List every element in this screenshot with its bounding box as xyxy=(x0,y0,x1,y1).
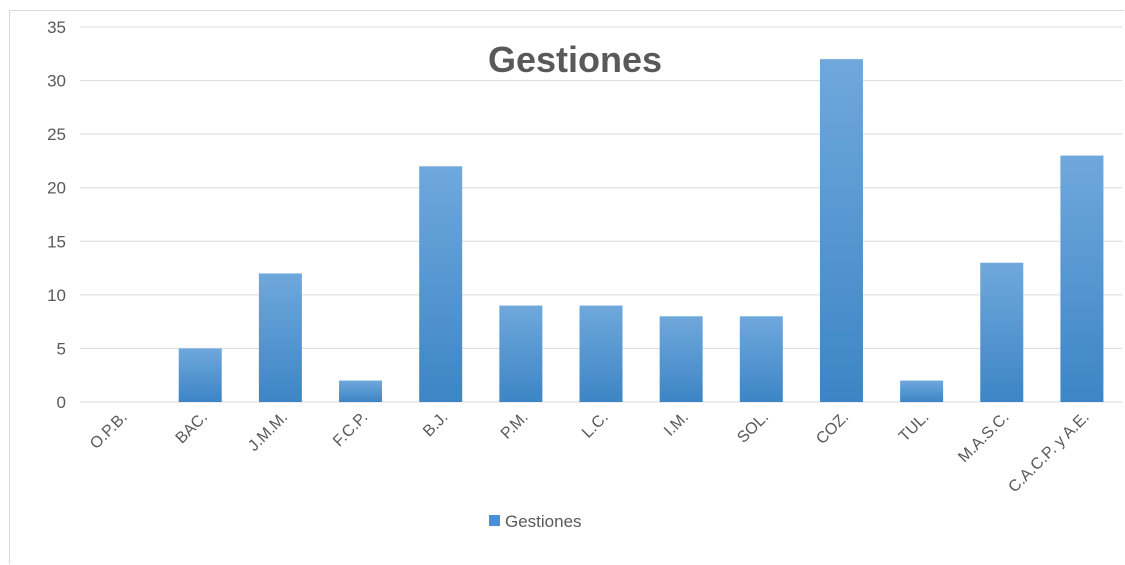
bar xyxy=(819,59,863,403)
y-tick-label: 0 xyxy=(57,393,66,412)
y-tick-label: 15 xyxy=(47,232,66,251)
bar xyxy=(258,273,302,402)
x-tick-label: O.P.B. xyxy=(87,409,131,453)
y-tick-label: 30 xyxy=(47,72,66,91)
x-tick-label: L.C. xyxy=(579,409,612,442)
x-tick-label: C.A.C.P. y A.E. xyxy=(1005,409,1092,496)
bar xyxy=(499,305,543,402)
y-tick-label: 20 xyxy=(47,179,66,198)
x-tick-label: SOL. xyxy=(734,409,772,447)
bar xyxy=(178,348,222,402)
x-tick-label: I.M. xyxy=(661,409,692,440)
chart-title: Gestiones xyxy=(488,39,662,80)
x-tick-label: BAC. xyxy=(173,409,211,447)
bar xyxy=(419,166,463,402)
x-tick-label: COZ. xyxy=(813,409,852,448)
bar xyxy=(659,316,703,402)
chart-frame xyxy=(9,10,1124,564)
legend: Gestiones xyxy=(489,512,582,531)
x-tick-label: M.A.S.C. xyxy=(955,409,1012,466)
bar xyxy=(900,380,944,402)
bar xyxy=(739,316,783,402)
y-tick-label: 35 xyxy=(47,18,66,37)
y-tick-label: 25 xyxy=(47,125,66,144)
bars xyxy=(178,59,1104,403)
legend-swatch xyxy=(489,515,500,526)
x-tick-label: B.J. xyxy=(420,409,452,441)
y-tick-label: 5 xyxy=(57,339,66,358)
x-axis-ticks: O.P.B. BAC. J.M.M. F.C.P. B.J. P.M. L.C. I.M. SO… xyxy=(87,409,1093,496)
y-tick-label: 10 xyxy=(47,286,66,305)
x-tick-label: P.M. xyxy=(498,409,532,443)
bar xyxy=(579,305,623,402)
x-tick-label: F.C.P. xyxy=(330,409,371,450)
x-tick-label: TUL. xyxy=(896,409,933,446)
bar xyxy=(1060,155,1104,402)
bar xyxy=(339,380,383,402)
legend-label: Gestiones xyxy=(505,512,582,531)
y-axis-ticks: 0 5 10 15 20 25 30 35 xyxy=(47,18,66,412)
bar xyxy=(980,262,1024,402)
x-tick-label: J.M.M. xyxy=(245,409,291,455)
